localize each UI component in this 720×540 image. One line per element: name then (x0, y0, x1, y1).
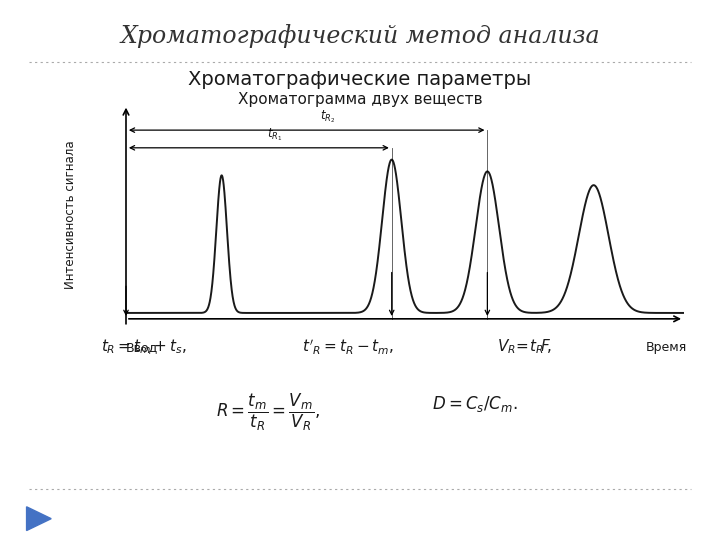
Text: Хроматографический метод анализа: Хроматографический метод анализа (120, 24, 600, 48)
Text: Время: Время (646, 341, 687, 354)
Text: Интенсивность сигнала: Интенсивность сигнала (63, 140, 77, 289)
Polygon shape (27, 507, 51, 530)
Text: Хроматографические параметры: Хроматографические параметры (189, 70, 531, 89)
Text: $\it{t}_{R_2}$: $\it{t}_{R_2}$ (320, 109, 336, 125)
Text: $R = \dfrac{t_m}{t_R} = \dfrac{V_m}{V_R},$: $R = \dfrac{t_m}{t_R} = \dfrac{V_m}{V_R}… (216, 392, 320, 433)
Text: Ввод: Ввод (126, 341, 158, 354)
Text: $V_R\!=\!t_R\!F\!,$: $V_R\!=\!t_R\!F\!,$ (497, 338, 552, 356)
Text: $D = C_s/C_m.$: $D = C_s/C_m.$ (432, 394, 518, 414)
Text: $\it{t}_{R_1}$: $\it{t}_{R_1}$ (267, 126, 282, 143)
Text: $t_R = t_m + t_s,$: $t_R = t_m + t_s,$ (101, 338, 186, 356)
Text: $t'_R = t_R - t_m,$: $t'_R = t_R - t_m,$ (302, 338, 395, 357)
Text: Хроматограмма двух веществ: Хроматограмма двух веществ (238, 92, 482, 107)
